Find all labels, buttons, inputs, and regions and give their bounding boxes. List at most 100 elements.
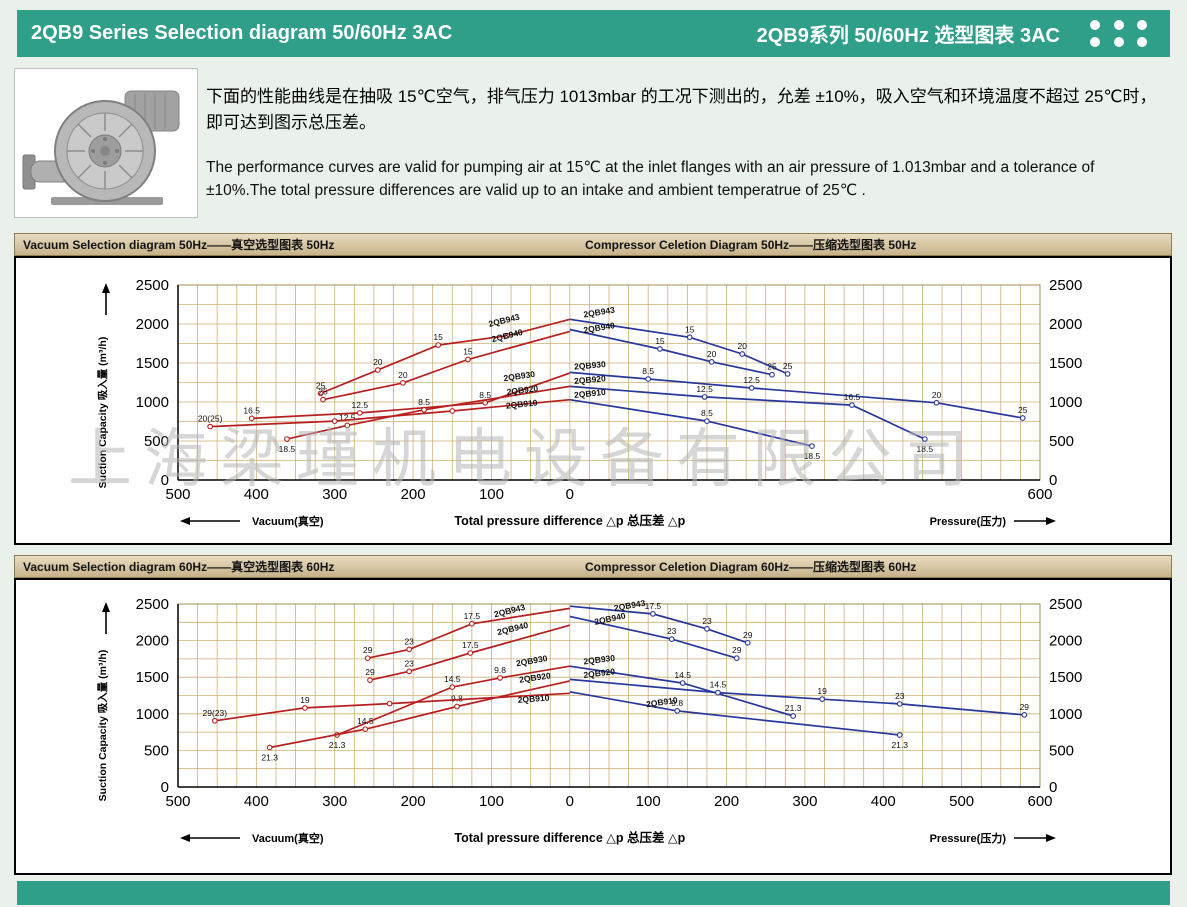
svg-text:25: 25: [1018, 405, 1028, 415]
svg-text:400: 400: [244, 793, 269, 810]
svg-text:23: 23: [404, 636, 414, 646]
svg-text:2500: 2500: [1049, 596, 1082, 613]
svg-text:18.5: 18.5: [279, 444, 296, 454]
curve-2qb920-vacuum: [269, 680, 570, 749]
svg-text:25: 25: [318, 387, 328, 397]
svg-text:23: 23: [404, 658, 414, 668]
svg-text:2500: 2500: [136, 596, 169, 613]
pressure-arrow-icon: [1046, 834, 1056, 842]
svg-text:2000: 2000: [1049, 633, 1082, 650]
svg-text:2000: 2000: [136, 316, 169, 333]
intro-text-en: The performance curves are valid for pum…: [206, 159, 1095, 199]
svg-text:29: 29: [365, 667, 375, 677]
svg-text:14.5: 14.5: [710, 680, 727, 690]
svg-text:500: 500: [949, 793, 974, 810]
suction-arrow-icon: [102, 283, 110, 293]
svg-text:29(23): 29(23): [203, 708, 228, 718]
svg-text:14.5: 14.5: [357, 716, 374, 726]
svg-text:25: 25: [316, 380, 326, 390]
svg-text:20: 20: [707, 349, 717, 359]
svg-text:2QB920: 2QB920: [574, 373, 607, 386]
svg-text:9.8: 9.8: [494, 665, 506, 675]
svg-text:20: 20: [932, 390, 942, 400]
svg-text:Suction Capacity 吸入量 (m³/h): Suction Capacity 吸入量 (m³/h): [96, 650, 109, 802]
svg-text:500: 500: [144, 742, 169, 759]
chart-title-compressor-60hz: Compressor Celetion Diagram 60Hz——压缩选型图表…: [585, 560, 917, 574]
svg-text:Total pressure difference △p 总: Total pressure difference △p 总压差 △p: [454, 513, 685, 528]
svg-text:300: 300: [792, 793, 817, 810]
curve-2qb940-vacuum: [369, 624, 571, 681]
svg-text:2QB910: 2QB910: [517, 693, 550, 705]
svg-text:8.5: 8.5: [701, 408, 713, 418]
svg-text:100: 100: [479, 486, 504, 503]
svg-text:2000: 2000: [1049, 316, 1082, 333]
svg-text:Suction Capacity 吸入量 (m³/h): Suction Capacity 吸入量 (m³/h): [96, 337, 109, 489]
vacuum-arrow-icon: [180, 834, 190, 842]
svg-text:2QB910: 2QB910: [574, 387, 607, 400]
svg-text:2QB943: 2QB943: [487, 312, 520, 329]
svg-text:19: 19: [300, 695, 310, 705]
curve-2qb910-vacuum: [214, 692, 570, 722]
curve-2qb943-compressor: [569, 318, 789, 375]
svg-text:21.3: 21.3: [891, 740, 908, 750]
svg-text:25: 25: [767, 362, 777, 372]
svg-text:2QB940: 2QB940: [583, 320, 616, 335]
panel-60hz-header: Vacuum Selection diagram 60Hz——真空选型图表 60…: [14, 555, 1172, 578]
svg-text:19: 19: [817, 686, 827, 696]
svg-text:14.5: 14.5: [674, 670, 691, 680]
curve-2qb930-compressor: [569, 371, 1023, 419]
svg-text:500: 500: [144, 433, 169, 450]
svg-text:18.5: 18.5: [917, 444, 934, 454]
svg-text:1000: 1000: [1049, 394, 1082, 411]
svg-text:2QB930: 2QB930: [574, 359, 607, 372]
svg-text:2QB943: 2QB943: [583, 305, 616, 320]
svg-text:Total pressure difference △p 总: Total pressure difference △p 总压差 △p: [454, 830, 685, 845]
svg-text:16.5: 16.5: [844, 392, 861, 402]
svg-text:0: 0: [1049, 779, 1057, 796]
svg-text:100: 100: [636, 793, 661, 810]
svg-text:8.5: 8.5: [479, 390, 491, 400]
svg-text:23: 23: [895, 691, 905, 701]
svg-text:9.8: 9.8: [671, 698, 683, 708]
panel-50hz-header: Vacuum Selection diagram 50Hz——真空选型图表 50…: [14, 233, 1172, 256]
svg-text:1500: 1500: [1049, 669, 1082, 686]
chart-title-vacuum-50hz: Vacuum Selection diagram 50Hz——真空选型图表 50…: [23, 238, 335, 252]
svg-text:Pressure(压力): Pressure(压力): [930, 514, 1007, 528]
svg-text:12.5: 12.5: [696, 384, 713, 394]
svg-text:200: 200: [401, 486, 426, 503]
svg-text:2QB940: 2QB940: [491, 327, 524, 344]
svg-text:2500: 2500: [136, 277, 169, 294]
svg-text:23: 23: [702, 616, 712, 626]
svg-text:2QB910: 2QB910: [505, 397, 538, 410]
svg-text:14.5: 14.5: [444, 674, 461, 684]
svg-text:2QB920: 2QB920: [583, 666, 616, 680]
chart-title-vacuum-60hz: Vacuum Selection diagram 60Hz——真空选型图表 60…: [23, 560, 335, 574]
intro-section: 下面的性能曲线是在抽吸 15℃空气，排气压力 1013mbar 的工况下测出的，…: [206, 84, 1158, 202]
svg-text:1500: 1500: [136, 669, 169, 686]
svg-text:15: 15: [685, 324, 695, 334]
svg-text:600: 600: [1027, 486, 1052, 503]
svg-text:21.3: 21.3: [261, 752, 278, 762]
svg-text:0: 0: [161, 472, 169, 489]
svg-text:1500: 1500: [136, 355, 169, 372]
chart-60hz-box: 17.5 23 29 2QB943 17.5 23 29 2QB940 9.8 14.5 21.3 2…: [14, 578, 1172, 875]
svg-text:2QB940: 2QB940: [593, 610, 626, 626]
svg-text:2QB920: 2QB920: [519, 670, 552, 684]
blower-illustration: [22, 90, 180, 205]
chart-title-compressor-50hz: Compressor Celetion Diagram 50Hz——压缩选型图表…: [585, 238, 917, 252]
svg-text:20: 20: [737, 341, 747, 351]
panel-50hz: Vacuum Selection diagram 50Hz——真空选型图表 50…: [14, 233, 1172, 545]
svg-text:300: 300: [322, 793, 347, 810]
svg-text:9.8: 9.8: [451, 693, 463, 703]
svg-text:1000: 1000: [136, 706, 169, 723]
svg-text:Pressure(压力): Pressure(压力): [930, 831, 1007, 845]
selection-chart-50hz: 15 20 25 2QB943 15 20 25 2QB940 8.5 12.5 16.5 2QB93…: [96, 277, 1082, 528]
curve-2qb920-vacuum: [286, 385, 570, 440]
svg-text:300: 300: [322, 486, 347, 503]
svg-text:0: 0: [566, 486, 574, 503]
dots-grid-icon: [1090, 20, 1154, 47]
blower-product-image: [14, 68, 198, 218]
svg-text:16.5: 16.5: [243, 405, 260, 415]
curve-2qb943-compressor: [569, 605, 748, 644]
